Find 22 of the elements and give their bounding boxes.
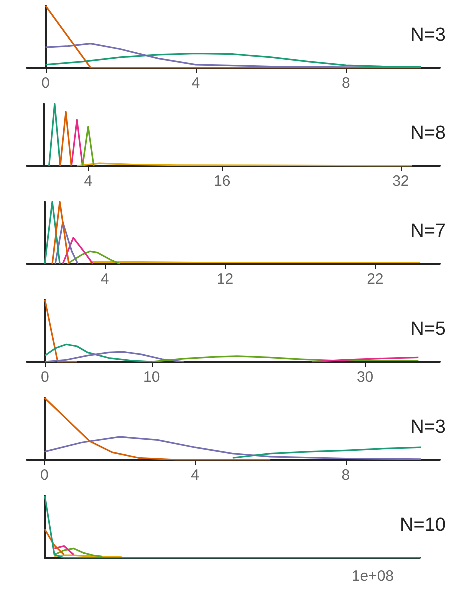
- annotation: N=10: [400, 515, 446, 536]
- annotation: N=7: [410, 221, 446, 242]
- x-tick-label: 8: [342, 75, 350, 92]
- x-tick-label: 32: [392, 173, 410, 190]
- x-tick-label: 10: [144, 369, 160, 386]
- x-tick-label: 4: [191, 467, 200, 484]
- x-tick-label: 16: [214, 173, 231, 190]
- annotation: N=8: [410, 123, 446, 144]
- annotation: N=5: [410, 319, 446, 340]
- x-tick-label: 4: [192, 75, 200, 92]
- x-tick-label: 12: [216, 271, 234, 288]
- x-tick-label: 8: [342, 467, 350, 484]
- x-tick-label: 0: [42, 75, 50, 92]
- x-tick-label: 4: [84, 173, 93, 190]
- x-tick-label: 0: [40, 467, 49, 484]
- annotation: N=3: [410, 417, 446, 438]
- x-tick-label: 22: [367, 271, 384, 288]
- x-tick-label: 0: [40, 369, 50, 386]
- text: 1e+08: [352, 568, 394, 585]
- annotation: N=3: [410, 25, 446, 46]
- x-tick-label: 4: [100, 271, 110, 288]
- x-tick-label: 30: [356, 369, 374, 386]
